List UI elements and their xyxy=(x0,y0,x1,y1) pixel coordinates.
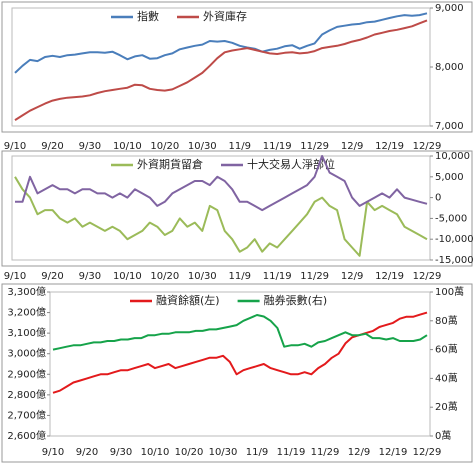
y-tick-label: 2,900億 xyxy=(7,367,46,380)
y-tick-label: -15,000 xyxy=(435,255,474,266)
y-tick-label: 0萬 xyxy=(435,429,451,442)
y-tick-label: -5,000 xyxy=(435,213,467,224)
x-tick-label: 11/9 xyxy=(228,271,250,282)
legend-label: 指數 xyxy=(137,9,159,23)
x-tick-label: 12/29 xyxy=(413,271,442,282)
x-tick-label: 11/19 xyxy=(277,447,306,458)
y-tick-label: 3,100億 xyxy=(7,326,46,339)
series-line xyxy=(14,12,428,74)
legend-label: 外資期貨留倉 xyxy=(137,157,203,171)
x-tick-label: 12/29 xyxy=(413,141,442,152)
y-tick-label: 40萬 xyxy=(435,371,458,384)
x-tick-label: 9/30 xyxy=(110,447,132,458)
x-tick-label: 10/20 xyxy=(175,447,204,458)
y-tick-label: 8,000 xyxy=(435,62,464,73)
y-tick-label: 2,800億 xyxy=(7,388,46,401)
x-tick-label: 10/30 xyxy=(188,271,217,282)
panel xyxy=(1,1,473,133)
y-tick-label: 0 xyxy=(435,193,441,204)
y-tick-label: 9,000 xyxy=(435,3,464,14)
y-tick-label: 5,000 xyxy=(435,172,464,183)
x-tick-label: 12/29 xyxy=(413,447,442,458)
x-tick-label: 9/20 xyxy=(41,141,63,152)
series-line xyxy=(52,314,428,351)
y-tick-label: 2,700億 xyxy=(7,408,46,421)
x-tick-label: 9/10 xyxy=(4,271,26,282)
plot-area xyxy=(49,291,431,437)
series-line xyxy=(14,19,428,121)
x-tick-label: 11/19 xyxy=(263,141,292,152)
x-tick-label: 10/10 xyxy=(113,141,142,152)
x-tick-label: 11/9 xyxy=(246,447,268,458)
x-tick-label: 11/29 xyxy=(311,447,340,458)
x-tick-label: 11/19 xyxy=(263,271,292,282)
x-tick-label: 9/30 xyxy=(79,271,101,282)
series-line xyxy=(15,155,428,212)
x-tick-label: 9/30 xyxy=(79,141,101,152)
x-tick-label: 12/19 xyxy=(375,141,404,152)
x-tick-label: 11/9 xyxy=(228,141,250,152)
x-tick-label: 12/19 xyxy=(375,271,404,282)
y-tick-label: 20萬 xyxy=(435,400,458,413)
x-tick-label: 9/20 xyxy=(41,271,63,282)
x-tick-label: 11/29 xyxy=(300,141,329,152)
legend-label: 十大交易人淨部位 xyxy=(247,157,335,171)
x-tick-label: 10/20 xyxy=(150,141,179,152)
x-tick-label: 12/9 xyxy=(341,271,363,282)
y-tick-label: 10,000 xyxy=(435,151,470,162)
y-tick-label: 2,600億 xyxy=(7,429,46,442)
x-tick-label: 12/19 xyxy=(379,447,408,458)
y-tick-label: 7,000 xyxy=(435,121,464,132)
x-tick-label: 10/30 xyxy=(209,447,238,458)
x-tick-label: 11/29 xyxy=(300,271,329,282)
plot-area xyxy=(11,155,431,261)
x-tick-label: 9/10 xyxy=(42,447,64,458)
y-tick-label: 3,300億 xyxy=(7,285,46,298)
x-tick-label: 10/10 xyxy=(141,447,170,458)
x-tick-label: 10/10 xyxy=(113,271,142,282)
x-tick-label: 12/9 xyxy=(348,447,370,458)
x-tick-label: 9/20 xyxy=(76,447,98,458)
y-tick-label: 3,200億 xyxy=(7,306,46,319)
y-tick-label: 60萬 xyxy=(435,343,458,356)
y-tick-label: 3,000億 xyxy=(7,347,46,360)
legend-label: 融券張數(右) xyxy=(264,293,328,307)
x-tick-label: 10/20 xyxy=(150,271,179,282)
series-line xyxy=(14,176,428,257)
y-tick-label: 100萬 xyxy=(435,285,464,298)
y-tick-label: 80萬 xyxy=(435,314,458,327)
legend-label: 外資庫存 xyxy=(203,9,247,23)
x-tick-label: 12/9 xyxy=(341,141,363,152)
x-tick-label: 9/10 xyxy=(4,141,26,152)
x-tick-label: 10/30 xyxy=(188,141,217,152)
y-tick-label: -10,000 xyxy=(435,234,474,245)
legend-label: 融資餘額(左) xyxy=(156,293,220,307)
